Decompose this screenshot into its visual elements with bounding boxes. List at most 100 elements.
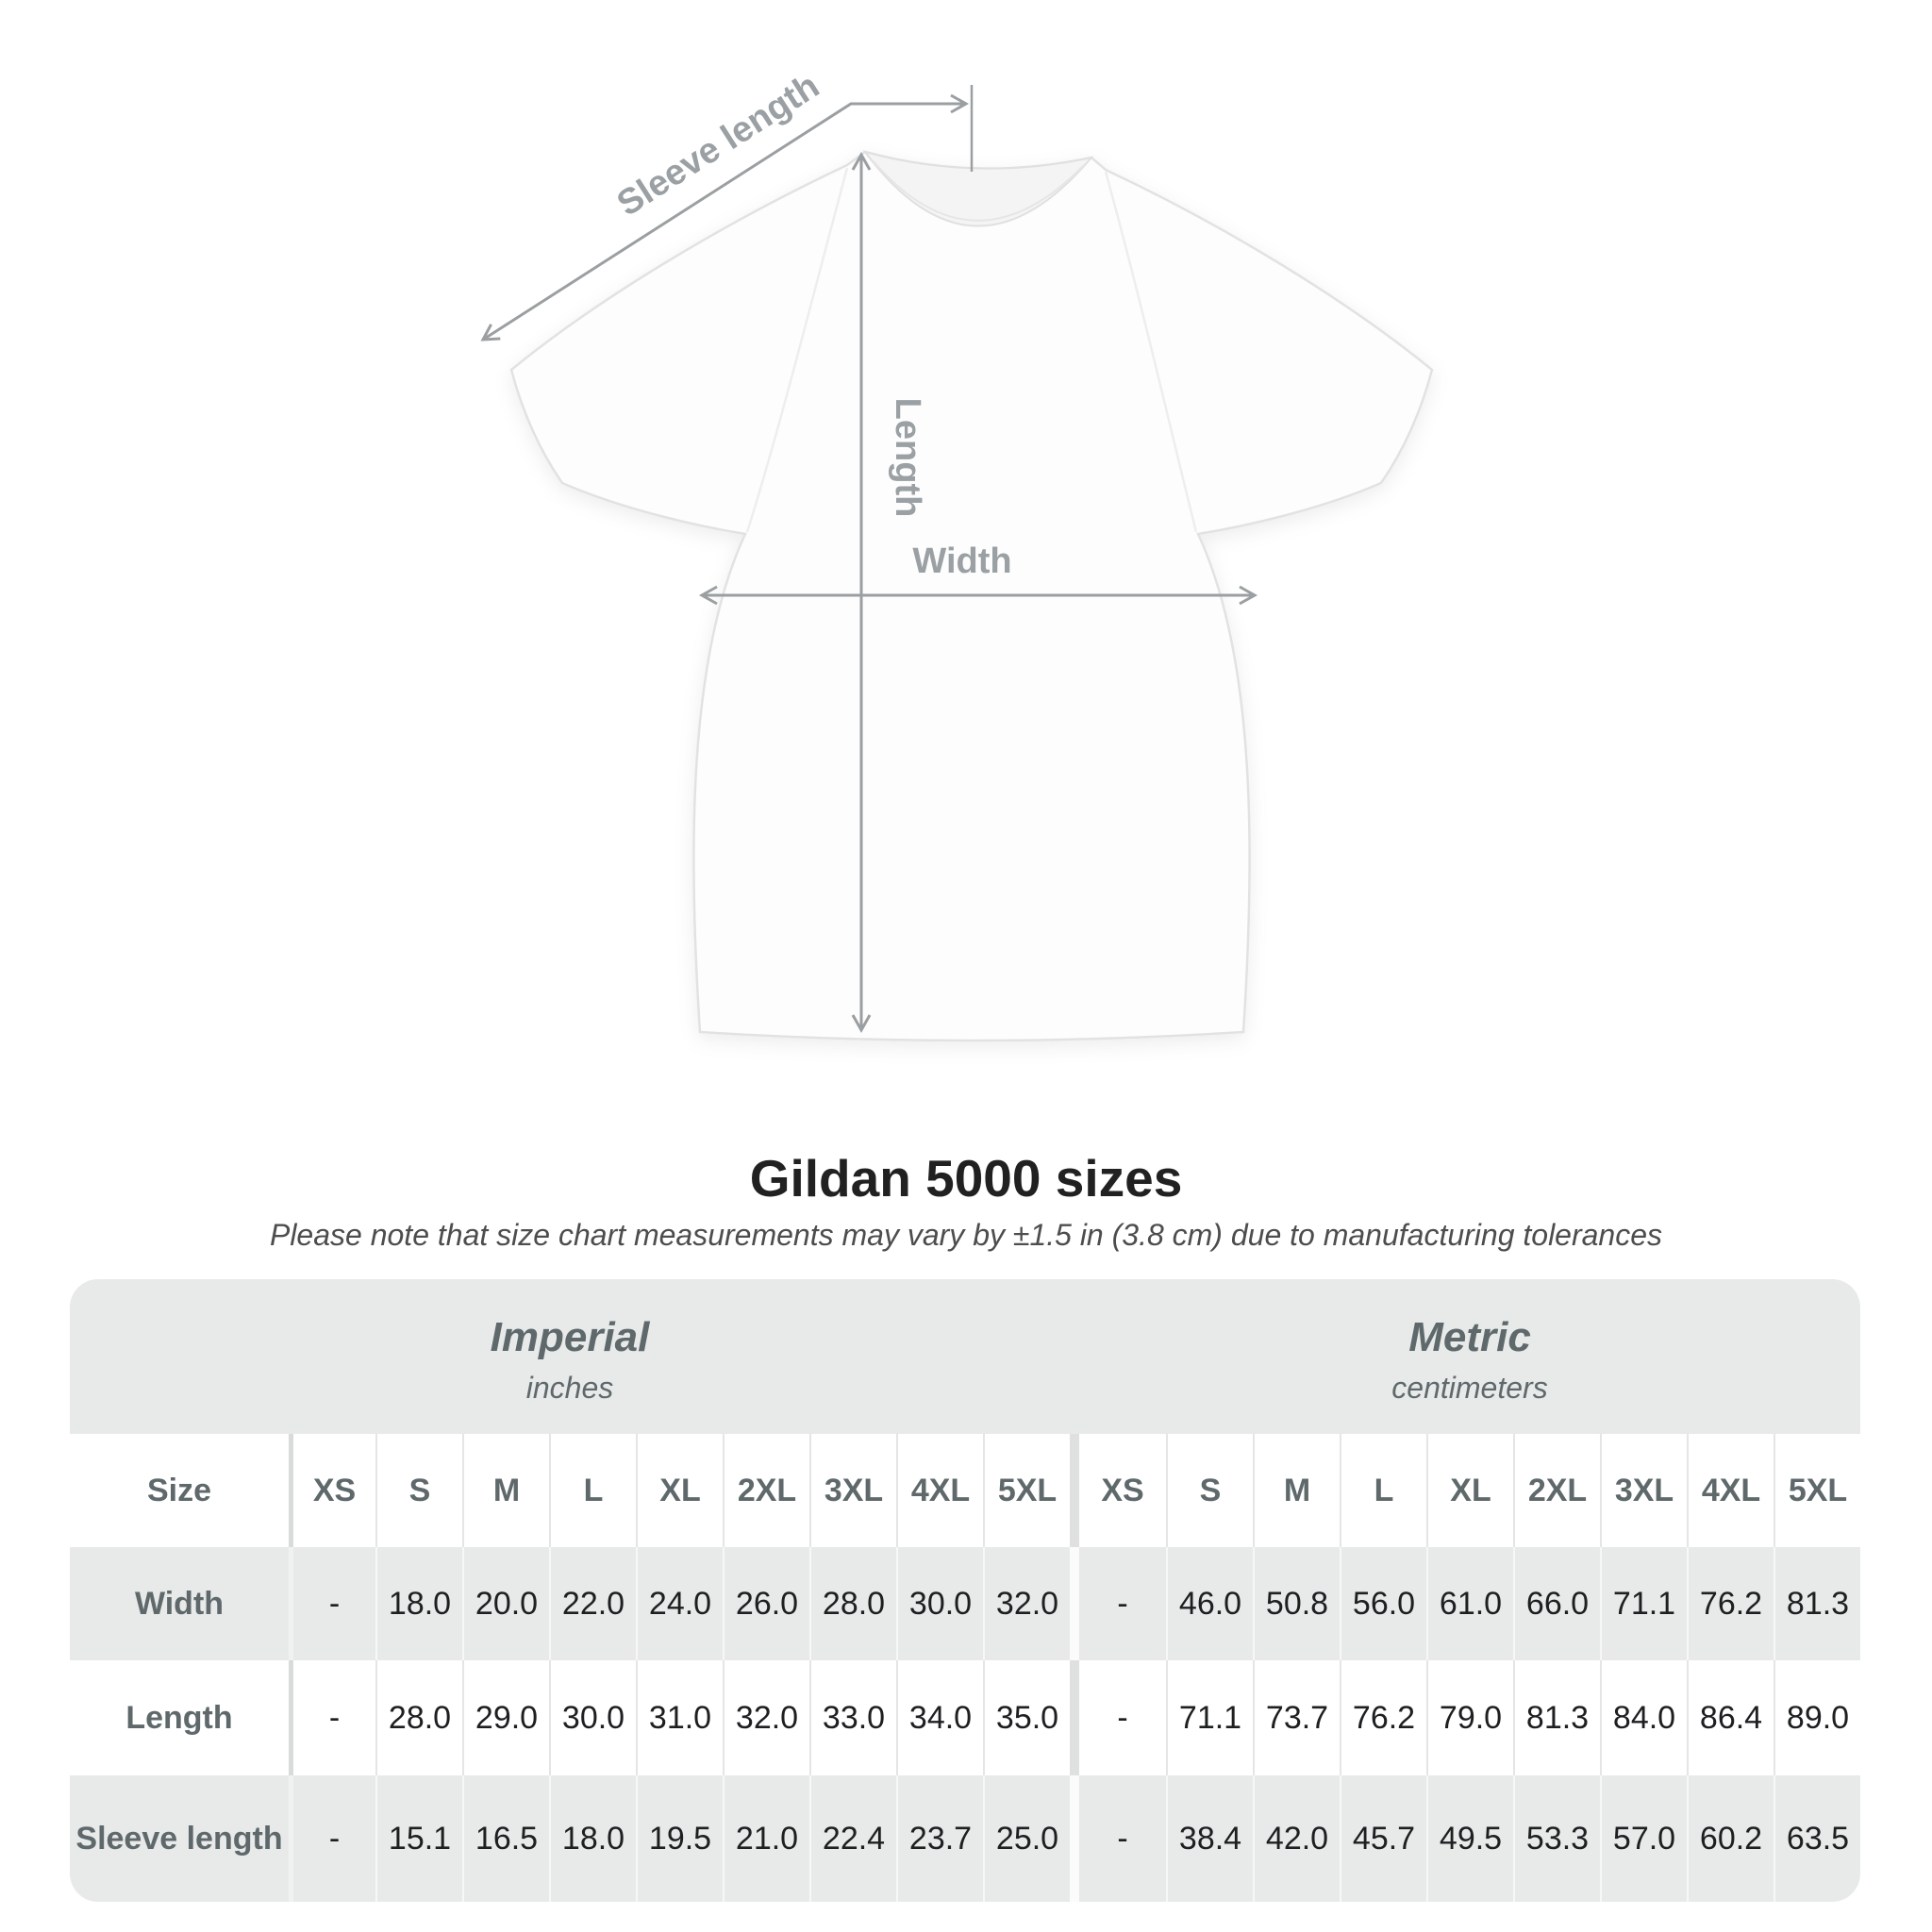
length-metric-l: 76.2 <box>1340 1660 1426 1775</box>
sleeve-imperial-m: 16.5 <box>462 1775 549 1902</box>
size-imperial-xs: XS <box>289 1434 375 1547</box>
metric-band: Metric centimeters <box>1079 1279 1860 1434</box>
size-imperial-m: M <box>462 1434 549 1547</box>
length-metric-m: 73.7 <box>1253 1660 1340 1775</box>
size-metric-2xl: 2XL <box>1513 1434 1600 1547</box>
sleeve-metric-xl: 49.5 <box>1426 1775 1513 1902</box>
length-imperial-s: 28.0 <box>375 1660 462 1775</box>
size-imperial-4xl: 4XL <box>896 1434 983 1547</box>
length-imperial-5xl: 35.0 <box>983 1660 1070 1775</box>
length-row: Length - 28.0 29.0 30.0 31.0 32.0 33.0 3… <box>70 1660 1860 1775</box>
page-title: Gildan 5000 sizes <box>749 1149 1183 1208</box>
sleeve-metric-4xl: 60.2 <box>1687 1775 1774 1902</box>
unit-divider <box>1070 1547 1079 1660</box>
length-metric-xl: 79.0 <box>1426 1660 1513 1775</box>
metric-units: centimeters <box>1391 1370 1548 1405</box>
width-row-label: Width <box>70 1547 289 1660</box>
size-imperial-l: L <box>549 1434 636 1547</box>
length-imperial-2xl: 32.0 <box>723 1660 809 1775</box>
length-row-label: Length <box>70 1660 289 1775</box>
width-metric-2xl: 66.0 <box>1513 1547 1600 1660</box>
sleeve-metric-3xl: 57.0 <box>1600 1775 1687 1902</box>
length-label: Length <box>888 398 927 518</box>
sleeve-imperial-s: 15.1 <box>375 1775 462 1902</box>
size-imperial-5xl: 5XL <box>983 1434 1070 1547</box>
width-metric-4xl: 76.2 <box>1687 1547 1774 1660</box>
width-metric-xl: 61.0 <box>1426 1547 1513 1660</box>
width-imperial-3xl: 28.0 <box>809 1547 896 1660</box>
size-metric-4xl: 4XL <box>1687 1434 1774 1547</box>
width-label: Width <box>912 541 1011 581</box>
width-imperial-5xl: 32.0 <box>983 1547 1070 1660</box>
length-imperial-xl: 31.0 <box>636 1660 723 1775</box>
width-metric-s: 46.0 <box>1166 1547 1253 1660</box>
width-metric-xs: - <box>1079 1547 1166 1660</box>
length-imperial-4xl: 34.0 <box>896 1660 983 1775</box>
sleeve-length-arrow <box>480 93 970 341</box>
length-metric-4xl: 86.4 <box>1687 1660 1774 1775</box>
sleeve-imperial-xl: 19.5 <box>636 1775 723 1902</box>
width-metric-3xl: 71.1 <box>1600 1547 1687 1660</box>
tolerance-note: Please note that size chart measurements… <box>269 1218 1663 1252</box>
length-metric-xs: - <box>1079 1660 1166 1775</box>
width-metric-m: 50.8 <box>1253 1547 1340 1660</box>
sleeve-metric-5xl: 63.5 <box>1774 1775 1860 1902</box>
sleeve-imperial-xs: - <box>289 1775 375 1902</box>
sleeve-metric-m: 42.0 <box>1253 1775 1340 1902</box>
size-metric-l: L <box>1340 1434 1426 1547</box>
length-imperial-3xl: 33.0 <box>809 1660 896 1775</box>
width-imperial-2xl: 26.0 <box>723 1547 809 1660</box>
size-chart-table: Imperial inches Metric centimeters Size … <box>70 1279 1860 1902</box>
unit-divider <box>1070 1279 1079 1434</box>
sleeve-imperial-3xl: 22.4 <box>809 1775 896 1902</box>
size-imperial-s: S <box>375 1434 462 1547</box>
width-metric-l: 56.0 <box>1340 1547 1426 1660</box>
width-imperial-xl: 24.0 <box>636 1547 723 1660</box>
length-metric-5xl: 89.0 <box>1774 1660 1860 1775</box>
unit-divider <box>1070 1660 1079 1775</box>
size-imperial-2xl: 2XL <box>723 1434 809 1547</box>
length-imperial-m: 29.0 <box>462 1660 549 1775</box>
size-metric-xl: XL <box>1426 1434 1513 1547</box>
sleeve-metric-2xl: 53.3 <box>1513 1775 1600 1902</box>
tshirt-diagram: Sleeve length Length Width <box>480 66 1434 1042</box>
imperial-label: Imperial <box>490 1313 650 1360</box>
width-imperial-s: 18.0 <box>375 1547 462 1660</box>
sleeve-imperial-2xl: 21.0 <box>723 1775 809 1902</box>
width-imperial-l: 22.0 <box>549 1547 636 1660</box>
width-imperial-xs: - <box>289 1547 375 1660</box>
unit-divider <box>1070 1434 1079 1547</box>
metric-label: Metric <box>1408 1313 1531 1360</box>
length-metric-s: 71.1 <box>1166 1660 1253 1775</box>
length-imperial-l: 30.0 <box>549 1660 636 1775</box>
size-metric-3xl: 3XL <box>1600 1434 1687 1547</box>
width-row: Width - 18.0 20.0 22.0 24.0 26.0 28.0 30… <box>70 1547 1860 1660</box>
sleeve-imperial-l: 18.0 <box>549 1775 636 1902</box>
width-imperial-m: 20.0 <box>462 1547 549 1660</box>
imperial-band: Imperial inches <box>70 1279 1070 1434</box>
sleeve-metric-xs: - <box>1079 1775 1166 1902</box>
unit-divider <box>1070 1775 1079 1902</box>
imperial-units: inches <box>525 1370 614 1405</box>
sleeve-imperial-5xl: 25.0 <box>983 1775 1070 1902</box>
length-imperial-xs: - <box>289 1660 375 1775</box>
right-armhole-seam <box>1104 171 1198 533</box>
unit-band-row: Imperial inches Metric centimeters <box>70 1279 1860 1434</box>
width-imperial-4xl: 30.0 <box>896 1547 983 1660</box>
width-metric-5xl: 81.3 <box>1774 1547 1860 1660</box>
size-imperial-xl: XL <box>636 1434 723 1547</box>
sleeve-imperial-4xl: 23.7 <box>896 1775 983 1902</box>
sleeve-metric-l: 45.7 <box>1340 1775 1426 1902</box>
length-metric-2xl: 81.3 <box>1513 1660 1600 1775</box>
sleeve-length-row: Sleeve length - 15.1 16.5 18.0 19.5 21.0… <box>70 1775 1860 1902</box>
size-metric-xs: XS <box>1079 1434 1166 1547</box>
size-table-container: Imperial inches Metric centimeters Size … <box>70 1279 1860 1902</box>
size-header-row: Size XS S M L XL 2XL 3XL 4XL 5XL XS S M … <box>70 1434 1860 1547</box>
size-metric-m: M <box>1253 1434 1340 1547</box>
size-col-header: Size <box>70 1434 289 1547</box>
size-metric-s: S <box>1166 1434 1253 1547</box>
size-metric-5xl: 5XL <box>1774 1434 1860 1547</box>
length-metric-3xl: 84.0 <box>1600 1660 1687 1775</box>
sleeve-row-label: Sleeve length <box>70 1775 289 1902</box>
